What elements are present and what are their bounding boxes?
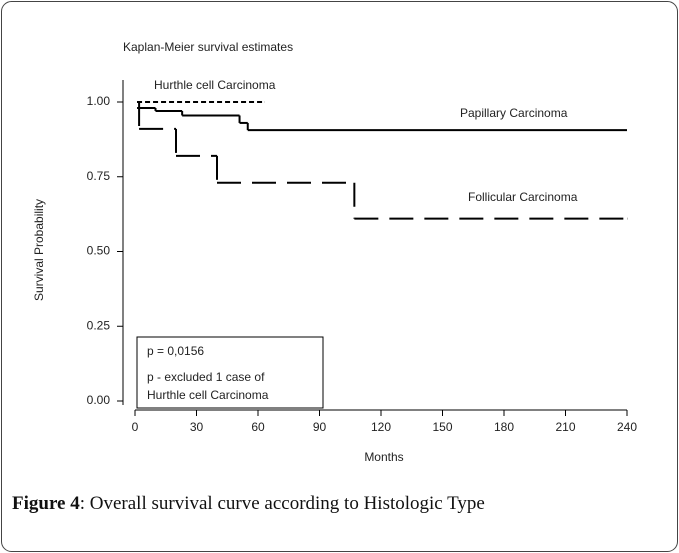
x-tick-label: 150 [432, 420, 452, 434]
series-label: Papillary Carcinoma [460, 106, 568, 120]
x-axis-label: Months [364, 450, 403, 464]
y-tick-label: 0.75 [87, 169, 111, 183]
caption-text: : Overall survival curve according to Hi… [80, 493, 485, 514]
caption-label: Figure 4 [12, 493, 80, 514]
series-label: Hurthle cell Carcinoma [154, 78, 276, 92]
series-label: Follicular Carcinoma [468, 190, 578, 204]
x-tick-label: 120 [371, 420, 391, 434]
annotation: Hurthle cell Carcinoma [147, 388, 269, 402]
x-tick-label: 90 [313, 420, 327, 434]
x-tick-label: 210 [555, 420, 575, 434]
x-tick-label: 240 [617, 420, 637, 434]
y-tick-label: 0.00 [87, 393, 111, 407]
chart-title: Kaplan-Meier survival estimates [123, 40, 293, 54]
annotation: p - excluded 1 case of [147, 370, 265, 384]
y-tick-label: 0.25 [87, 318, 111, 332]
y-axis-label: Survival Probability [32, 199, 46, 301]
x-tick-label: 180 [494, 420, 514, 434]
x-tick-label: 30 [190, 420, 204, 434]
caption: Figure 4: Overall survival curve accordi… [12, 493, 485, 514]
y-tick-label: 0.50 [87, 244, 111, 258]
x-tick-label: 60 [251, 420, 265, 434]
x-tick-label: 0 [132, 420, 139, 434]
y-tick-label: 1.00 [87, 94, 111, 108]
annotation-box [136, 336, 324, 409]
annotation: p = 0,0156 [147, 344, 204, 358]
